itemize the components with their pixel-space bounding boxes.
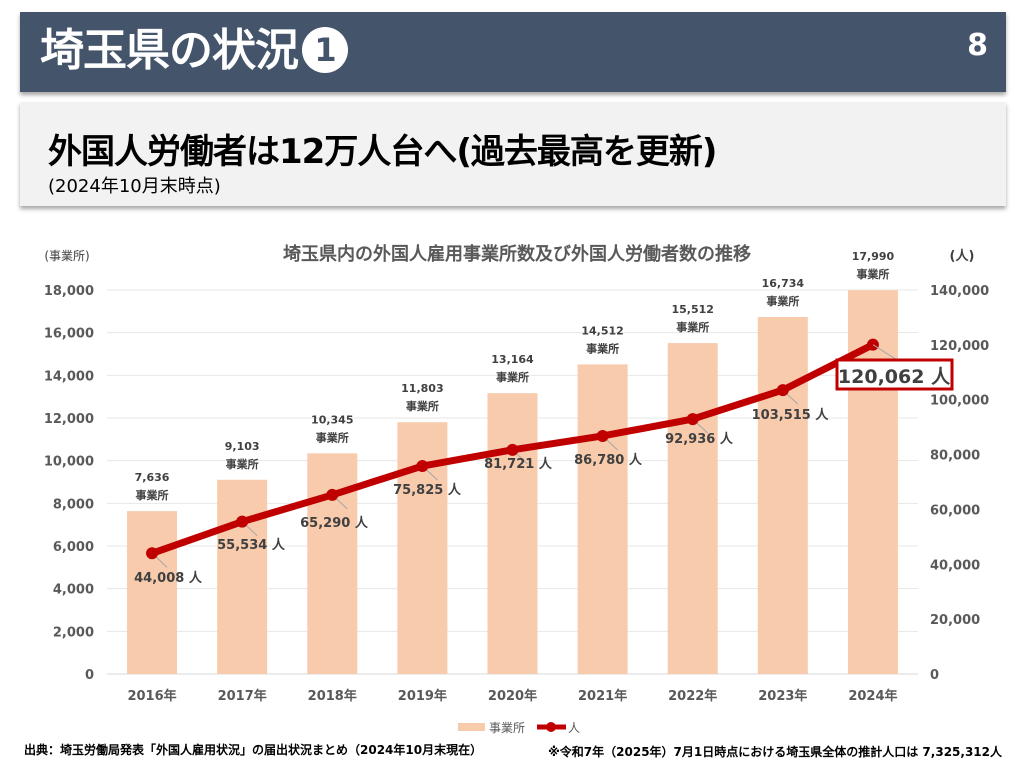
bar-value-label: 14,512 [581, 324, 623, 337]
bar [577, 364, 628, 674]
line-marker [686, 413, 699, 426]
bar [667, 343, 718, 674]
line-value-label: 86,780 人 [574, 452, 643, 468]
x-tick-label: 2016年 [127, 688, 176, 704]
y-right-tick-label: 0 [930, 668, 939, 683]
line-value-label: 55,534 人 [217, 537, 286, 553]
x-tick-label: 2024年 [848, 688, 897, 704]
headline: 外国人労働者は12万人台へ(過去最高を更新) [48, 132, 717, 172]
bar-value-label: 17,990 [852, 250, 895, 263]
chart-title: 埼玉県内の外国人雇用事業所数及び外国人労働者数の推移 [283, 243, 751, 265]
headline-box: 外国人労働者は12万人台へ(過去最高を更新) (2024年10月末時点) [20, 102, 1006, 206]
y-right-axis-label: (人) [950, 248, 975, 264]
y-left-tick-label: 12,000 [44, 412, 94, 427]
bar-unit-label: 事業所 [676, 320, 709, 334]
y-left-tick-label: 18,000 [44, 284, 94, 299]
line-marker [866, 338, 879, 351]
legend-label-bar: 事業所 [489, 721, 525, 735]
y-right-tick-label: 60,000 [930, 503, 980, 518]
bar-value-label: 16,734 [762, 277, 805, 290]
headline-note: (2024年10月末時点) [48, 176, 221, 197]
line-marker [236, 515, 249, 528]
y-left-tick-label: 4,000 [53, 583, 94, 598]
line-marker [416, 460, 429, 473]
bar [487, 393, 538, 674]
line-marker [596, 429, 609, 442]
leader-line [872, 344, 896, 360]
line-value-label: 44,008 人 [134, 570, 203, 586]
highlight-box [835, 358, 954, 391]
bar-value-label: 9,103 [225, 440, 260, 453]
x-tick-label: 2020年 [488, 688, 537, 704]
bar [217, 479, 268, 674]
title-bar: 埼玉県の状況 1 8 [20, 12, 1006, 92]
bar-unit-label: 事業所 [766, 294, 799, 308]
y-left-axis-label: (事業所) [44, 249, 89, 263]
bar-unit-label: 事業所 [406, 399, 439, 413]
x-tick-label: 2023年 [758, 688, 807, 704]
line-value-label: 65,290 人 [300, 515, 369, 531]
x-tick-label: 2021年 [578, 688, 627, 704]
line-value-label: 103,515 人 [752, 407, 830, 423]
bar-value-label: 10,345 [311, 413, 353, 426]
bar-unit-label: 事業所 [496, 370, 529, 384]
page-title: 埼玉県の状況 1 [40, 22, 348, 80]
line-value-label: 92,936 人 [665, 431, 734, 447]
legend-label-line: 人 [568, 721, 580, 735]
y-left-tick-label: 6,000 [53, 540, 94, 555]
line-value-label: 81,721 人 [484, 456, 553, 472]
y-right-tick-label: 40,000 [930, 558, 980, 573]
line-value-label: 75,825 人 [393, 482, 462, 498]
y-left-tick-label: 14,000 [44, 369, 94, 384]
bar-value-label: 11,803 [401, 382, 443, 395]
x-tick-label: 2018年 [308, 688, 357, 704]
population-note: ※令和7年（2025年）7月1日時点における埼玉県全体の推計人口は 7,325,… [548, 745, 1002, 759]
bar-value-label: 7,636 [135, 471, 170, 484]
bar [127, 511, 178, 674]
legend-swatch-marker [546, 722, 556, 732]
y-left-tick-label: 2,000 [53, 625, 94, 640]
bar-unit-label: 事業所 [226, 457, 259, 471]
y-left-tick-label: 8,000 [53, 497, 94, 512]
y-left-tick-label: 10,000 [44, 455, 94, 470]
bar-unit-label: 事業所 [316, 430, 349, 444]
y-right-tick-label: 80,000 [930, 449, 980, 464]
y-left-tick-label: 16,000 [44, 327, 94, 342]
y-right-tick-label: 120,000 [930, 339, 989, 354]
source-note: 出典：埼玉労働局発表「外国人雇用状況」の届出状況まとめ（2024年10月末現在） [24, 743, 483, 757]
page-title-text: 埼玉県の状況 [40, 25, 299, 76]
bar-value-label: 13,164 [491, 353, 534, 366]
line-marker [506, 443, 519, 456]
y-right-tick-label: 140,000 [930, 284, 989, 299]
bar [757, 317, 808, 674]
bar-unit-label: 事業所 [586, 341, 619, 355]
bar-value-label: 15,512 [671, 303, 713, 316]
y-right-tick-label: 100,000 [930, 394, 989, 409]
x-tick-label: 2017年 [218, 688, 267, 704]
chart: 埼玉県内の外国人雇用事業所数及び外国人労働者数の推移 (事業所) (人) 0 2,000… [44, 243, 989, 735]
x-tick-label: 2022年 [668, 688, 717, 704]
highlight-value-label: 120,062 人 [838, 366, 951, 388]
y-right-tick-label: 20,000 [930, 613, 980, 628]
line-marker [776, 384, 789, 397]
line-marker [146, 547, 159, 560]
bar-unit-label: 事業所 [136, 488, 169, 502]
bar-unit-label: 事業所 [856, 267, 889, 281]
page-number: 8 [967, 28, 988, 63]
legend-swatch-bar [458, 723, 485, 731]
section-number-badge: 1 [302, 27, 348, 73]
y-left-tick-label: 0 [85, 668, 94, 683]
x-tick-label: 2019年 [398, 688, 447, 704]
line-marker [326, 488, 339, 501]
